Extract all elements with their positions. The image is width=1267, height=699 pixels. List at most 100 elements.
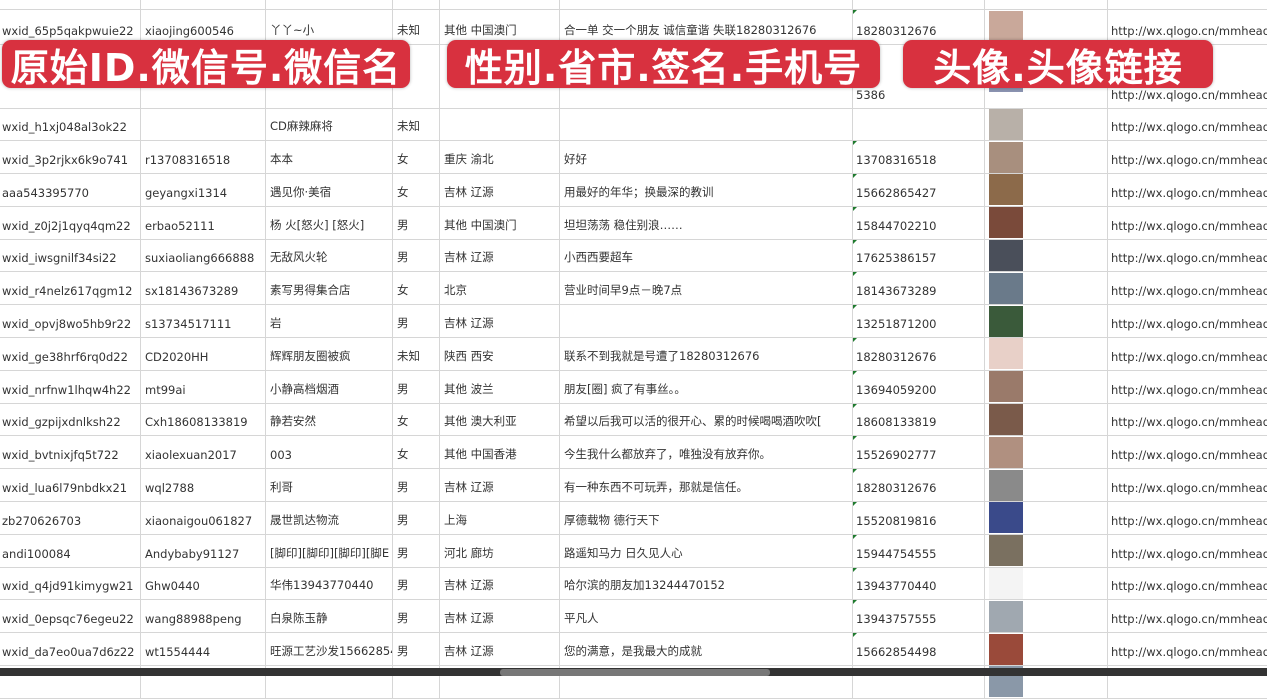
cell-name[interactable]: 辉辉朋友圈被疯: [266, 338, 393, 370]
cell-region[interactable]: 北京: [440, 272, 560, 305]
cell-phone[interactable]: 13694059200: [853, 370, 985, 403]
cell-signature[interactable]: 朋友[圈] 疯了有事丝。。: [560, 370, 853, 403]
cell-wechat[interactable]: suxiaoliang666888: [141, 239, 266, 272]
cell-avatar[interactable]: [985, 0, 1108, 9]
cell-name[interactable]: 白泉陈玉静: [266, 600, 393, 633]
cell-wechat[interactable]: s13734517111: [141, 305, 266, 338]
cell-wechat[interactable]: xiaonaigou061827: [141, 502, 266, 534]
cell-link[interactable]: http://wx.qlogo.cn/mmhead: [1108, 371, 1267, 403]
cell-phone[interactable]: 18280312676: [853, 10, 985, 44]
cell-signature[interactable]: 小西西要超车: [560, 239, 853, 272]
cell-wechat[interactable]: xiaojing600546: [141, 10, 266, 44]
cell-id[interactable]: wxid_da7eo0ua7d6z22: [0, 633, 141, 666]
cell-link[interactable]: http://wx.qlogo.cn/mmhead: [1108, 272, 1267, 304]
cell-avatar[interactable]: [985, 305, 1108, 338]
cell-signature[interactable]: 平凡人: [560, 600, 853, 633]
cell-link[interactable]: http://wx.qlogo.cn/mmhead: [1108, 174, 1267, 206]
cell-avatar[interactable]: [985, 10, 1108, 44]
cell-wechat[interactable]: CD2020HH: [141, 338, 266, 370]
cell-wechat[interactable]: Cxh18608133819: [141, 403, 266, 436]
cell-region[interactable]: 吉林 辽源: [440, 305, 560, 338]
cell-signature[interactable]: 希望以后我可以活的很开心、累的时候喝喝酒吹吹[: [560, 403, 853, 436]
cell-gender[interactable]: 女: [393, 436, 440, 469]
cell-phone[interactable]: 13708316518: [853, 141, 985, 174]
cell-id[interactable]: wxid_65p5qakpwuie22: [0, 10, 141, 44]
cell-link[interactable]: http://wx.qlogo.cn/mmhead: [1108, 141, 1267, 173]
cell-signature[interactable]: [560, 0, 853, 9]
cell-avatar[interactable]: [985, 239, 1108, 272]
cell-avatar[interactable]: [985, 206, 1108, 239]
cell-gender[interactable]: 男: [393, 502, 440, 534]
cell-region[interactable]: 其他 澳大利亚: [440, 403, 560, 436]
cell-signature[interactable]: 好好: [560, 141, 853, 174]
cell-name[interactable]: 小静高档烟酒: [266, 370, 393, 403]
cell-region[interactable]: 重庆 渝北: [440, 141, 560, 174]
cell-id[interactable]: wxid_q4jd91kimygw21: [0, 567, 141, 600]
cell-gender[interactable]: 男: [393, 600, 440, 633]
cell-link[interactable]: http://wx.qlogo.cn/mmhead: [1108, 207, 1267, 239]
cell-region[interactable]: 吉林 辽源: [440, 567, 560, 600]
cell-avatar[interactable]: [985, 141, 1108, 174]
cell-wechat[interactable]: mt99ai: [141, 370, 266, 403]
cell-avatar[interactable]: [985, 370, 1108, 403]
cell-wechat[interactable]: erbao52111: [141, 206, 266, 239]
cell-avatar[interactable]: [985, 338, 1108, 370]
cell-avatar[interactable]: [985, 403, 1108, 436]
cell-signature[interactable]: 您的满意，是我最大的成就: [560, 633, 853, 666]
cell-signature[interactable]: 今生我什么都放弃了，唯独没有放弃你。: [560, 436, 853, 469]
cell-gender[interactable]: 未知: [393, 10, 440, 44]
cell-gender[interactable]: 男: [393, 305, 440, 338]
cell-id[interactable]: andi100084: [0, 534, 141, 567]
cell-name[interactable]: 旺源工艺沙发15662854: [266, 633, 393, 666]
cell-wechat[interactable]: Andybaby91127: [141, 534, 266, 567]
cell-gender[interactable]: [393, 0, 440, 9]
cell-id[interactable]: wxid_gzpijxdnlksh22: [0, 403, 141, 436]
cell-gender[interactable]: 未知: [393, 108, 440, 141]
cell-name[interactable]: 杨 火[怒火] [怒火]: [266, 206, 393, 239]
cell-phone[interactable]: 15520819816: [853, 502, 985, 534]
cell-link[interactable]: http://wx.qlogo.cn/mmhead: [1108, 436, 1267, 468]
cell-name[interactable]: [266, 0, 393, 9]
cell-phone[interactable]: 15944754555: [853, 534, 985, 567]
cell-name[interactable]: 丫丫~小: [266, 10, 393, 44]
cell-signature[interactable]: 哈尔滨的朋友加13244470152: [560, 567, 853, 600]
cell-avatar[interactable]: [985, 567, 1108, 600]
cell-avatar[interactable]: [985, 272, 1108, 305]
cell-link[interactable]: http://wx.qlogo.cn/mmhead: [1108, 469, 1267, 501]
cell-region[interactable]: 其他 中国澳门: [440, 10, 560, 44]
cell-signature[interactable]: 坦坦荡荡 稳住别浪……: [560, 206, 853, 239]
cell-name[interactable]: 本本: [266, 141, 393, 174]
cell-avatar[interactable]: [985, 534, 1108, 567]
cell-gender[interactable]: [393, 44, 440, 108]
cell-id[interactable]: wxid_iwsgnilf34si22: [0, 239, 141, 272]
cell-avatar[interactable]: [985, 600, 1108, 633]
cell-id[interactable]: wxid_ge38hrf6rq0d22: [0, 338, 141, 370]
cell-link[interactable]: http://wx.qlogo.cn/mmhead: [1108, 45, 1267, 108]
cell-wechat[interactable]: wt1554444: [141, 633, 266, 666]
cell-phone[interactable]: 13943757555: [853, 600, 985, 633]
cell-name[interactable]: 晟世凯达物流: [266, 502, 393, 534]
cell-link[interactable]: [1108, 0, 1267, 9]
cell-signature[interactable]: 有一种东西不可玩弄，那就是信任。: [560, 469, 853, 502]
cell-region[interactable]: [440, 108, 560, 141]
cell-name[interactable]: 003: [266, 436, 393, 469]
cell-phone[interactable]: [853, 108, 985, 141]
cell-phone[interactable]: 18608133819: [853, 403, 985, 436]
cell-gender[interactable]: 男: [393, 239, 440, 272]
cell-gender[interactable]: 男: [393, 370, 440, 403]
cell-name[interactable]: 华伟13943770440: [266, 567, 393, 600]
cell-gender[interactable]: 男: [393, 469, 440, 502]
cell-phone[interactable]: 18280312676: [853, 338, 985, 370]
cell-wechat[interactable]: xiaolexuan2017: [141, 436, 266, 469]
cell-link[interactable]: http://wx.qlogo.cn/mmhead: [1108, 568, 1267, 600]
cell-region[interactable]: 其他 波兰: [440, 370, 560, 403]
cell-name[interactable]: 遇见你·美宿: [266, 174, 393, 206]
cell-region[interactable]: 吉林 辽源: [440, 633, 560, 666]
cell-avatar[interactable]: [985, 174, 1108, 206]
cell-avatar[interactable]: [985, 502, 1108, 534]
cell-id[interactable]: wxid_0epsqc76egeu22: [0, 600, 141, 633]
cell-name[interactable]: [脚印][脚印][脚印][脚E: [266, 534, 393, 567]
cell-link[interactable]: http://wx.qlogo.cn/mmhead: [1108, 502, 1267, 534]
cell-wechat[interactable]: wql2788: [141, 469, 266, 502]
cell-phone[interactable]: 18143673289: [853, 272, 985, 305]
